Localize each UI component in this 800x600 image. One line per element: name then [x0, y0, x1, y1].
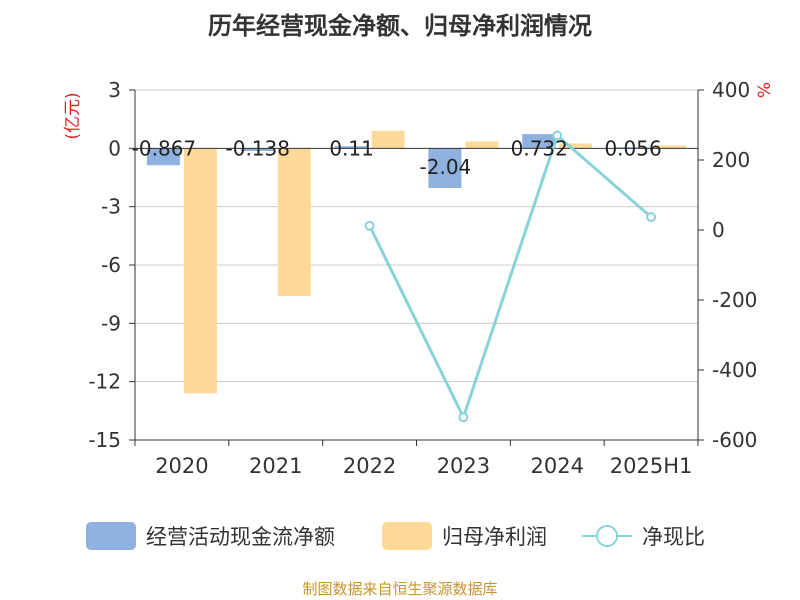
left-tick-label: -9 — [101, 311, 121, 335]
data-label-cash: -0.867 — [132, 136, 196, 160]
legend-item-ratio[interactable]: 净现比 — [582, 516, 705, 556]
bar-profit — [559, 143, 593, 149]
chart-area: 3 0 -3 -6 -9 -12 -15 400 200 0 -200 -400 -600 (亿元)% 20… — [63, 78, 775, 478]
right-tick-label: 200 — [712, 148, 750, 172]
ratio-point — [646, 212, 657, 223]
right-tick-label: 0 — [712, 218, 725, 242]
left-tick-label: -12 — [88, 370, 121, 394]
left-tick-label: 0 — [108, 136, 121, 160]
x-tick-label: 2023 — [437, 454, 490, 478]
data-label-cash: 0.732 — [511, 136, 568, 160]
bar-cash — [240, 148, 274, 152]
ratio-line — [368, 132, 653, 422]
legend-item-profit[interactable]: 归母净利润 — [382, 516, 547, 556]
source-note: 制图数据来自恒生聚源数据库 — [302, 580, 498, 598]
x-tick-label: 2024 — [531, 454, 584, 478]
bar-profit — [465, 141, 499, 149]
right-tick-label: 400 — [712, 78, 750, 102]
bar-cash — [428, 148, 462, 188]
data-label-cash: 0.056 — [604, 136, 661, 160]
legend-label-ratio: 净现比 — [642, 525, 705, 549]
legend: 经营活动现金流净额 归母净利润 净现比 — [0, 516, 800, 556]
x-tick-label: 2025H1 — [610, 454, 693, 478]
bar-profit — [277, 148, 311, 297]
x-tick-label: 2021 — [249, 454, 302, 478]
legend-label-profit: 归母净利润 — [442, 525, 547, 549]
ratio-point — [552, 130, 563, 141]
bar-cash — [334, 146, 368, 149]
left-tick-label: -3 — [101, 195, 121, 219]
bar-profit — [653, 145, 687, 149]
left-axis-unit: (亿元) — [63, 92, 83, 139]
left-tick-label: -6 — [101, 253, 121, 277]
legend-swatch-cash — [86, 522, 136, 550]
left-tick-label: -15 — [88, 428, 121, 452]
chart-title: 历年经营现金净额、归母净利润情况 — [208, 12, 592, 40]
bar-cash — [616, 147, 650, 149]
data-label-cash: 0.11 — [329, 136, 374, 160]
left-tick-label: 3 — [108, 78, 121, 102]
right-tick-label: -200 — [712, 288, 757, 312]
bar-profit — [183, 148, 217, 394]
right-tick-label: -400 — [712, 358, 757, 382]
legend-swatch-ratio — [582, 522, 632, 550]
ratio-point — [458, 412, 469, 423]
legend-label-cash: 经营活动现金流净额 — [146, 525, 335, 549]
bar-profit — [371, 130, 405, 149]
legend-swatch-profit — [382, 522, 432, 550]
right-axis-unit: % — [755, 82, 775, 98]
data-label-cash: -0.138 — [226, 136, 290, 160]
x-tick-label: 2022 — [343, 454, 396, 478]
x-tick-label: 2020 — [155, 454, 208, 478]
legend-item-cash[interactable]: 经营活动现金流净额 — [86, 516, 335, 556]
ratio-point — [364, 220, 375, 231]
bar-cash — [522, 134, 556, 149]
right-tick-label: -600 — [712, 428, 757, 452]
data-label-cash: -2.04 — [420, 155, 472, 179]
bar-cash — [146, 148, 180, 166]
